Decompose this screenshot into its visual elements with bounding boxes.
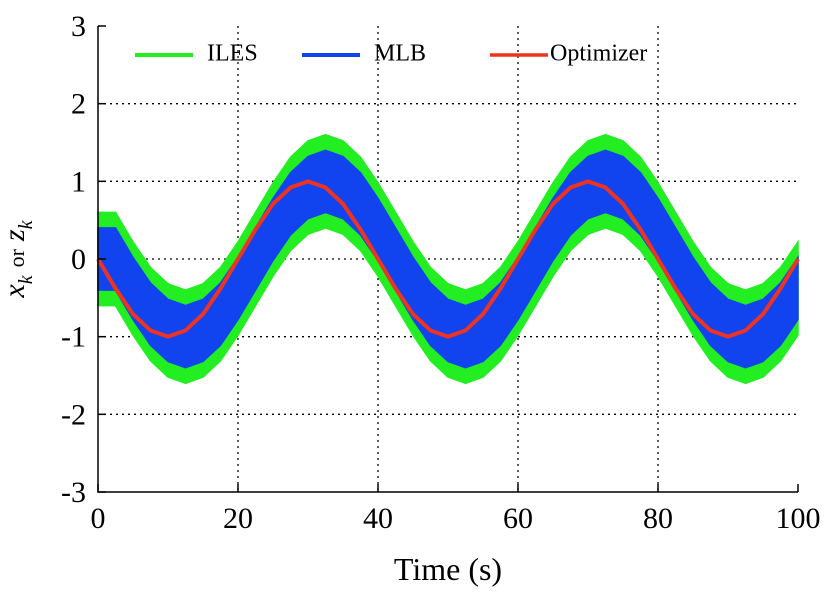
legend-label: ILES — [207, 41, 258, 67]
y-label-part: z — [0, 229, 31, 242]
x-tick-label: 20 — [223, 502, 253, 535]
x-tick-label: 40 — [363, 502, 393, 535]
y-tick-label: -3 — [61, 476, 86, 509]
legend-label: Optimizer — [550, 41, 647, 67]
y-tick-label: -1 — [61, 321, 86, 354]
y-tick-label: 2 — [71, 88, 86, 121]
x-tick-label: 100 — [776, 502, 821, 535]
x-tick-label: 80 — [643, 502, 673, 535]
x-tick-label: 0 — [91, 502, 106, 535]
y-tick-label: 1 — [71, 165, 86, 198]
line — [96, 179, 800, 339]
y-tick-label: -2 — [61, 398, 86, 431]
y-label-part: x — [0, 284, 31, 299]
y-tick-label: 0 — [71, 243, 86, 276]
y-axis-label: xkorzk — [0, 219, 37, 298]
y-label-part: k — [15, 219, 37, 229]
y-tick-label: 3 — [71, 10, 86, 43]
y-label-part: or — [4, 248, 29, 267]
x-axis-label: Time (s) — [394, 551, 502, 587]
y-label-part: k — [15, 274, 37, 284]
legend-label: MLB — [374, 41, 426, 67]
x-tick-label: 60 — [503, 502, 533, 535]
